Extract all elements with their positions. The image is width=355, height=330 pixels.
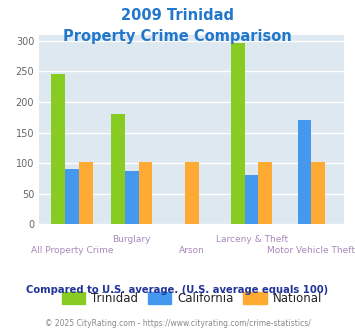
Bar (297, 120, 311, 224)
Bar (245, 176, 258, 224)
Bar (79, 162, 93, 224)
Text: Arson: Arson (179, 246, 204, 255)
Text: 2009 Trinidad: 2009 Trinidad (121, 8, 234, 23)
Text: © 2025 CityRating.com - https://www.cityrating.com/crime-statistics/: © 2025 CityRating.com - https://www.city… (45, 319, 310, 328)
Text: Burglary: Burglary (113, 235, 151, 244)
Text: Compared to U.S. average. (U.S. average equals 100): Compared to U.S. average. (U.S. average … (26, 285, 329, 295)
Bar (125, 171, 139, 224)
Bar (185, 162, 198, 224)
Bar (311, 162, 325, 224)
Bar (258, 162, 272, 224)
Text: All Property Crime: All Property Crime (31, 246, 113, 255)
Text: Property Crime Comparison: Property Crime Comparison (63, 29, 292, 44)
Legend: Trinidad, California, National: Trinidad, California, National (57, 287, 327, 310)
Text: Larceny & Theft: Larceny & Theft (215, 235, 288, 244)
Bar (111, 114, 125, 224)
Bar (51, 74, 65, 224)
Bar (231, 43, 245, 224)
Text: Motor Vehicle Theft: Motor Vehicle Theft (267, 246, 355, 255)
Bar (65, 169, 79, 224)
Bar (139, 162, 153, 224)
